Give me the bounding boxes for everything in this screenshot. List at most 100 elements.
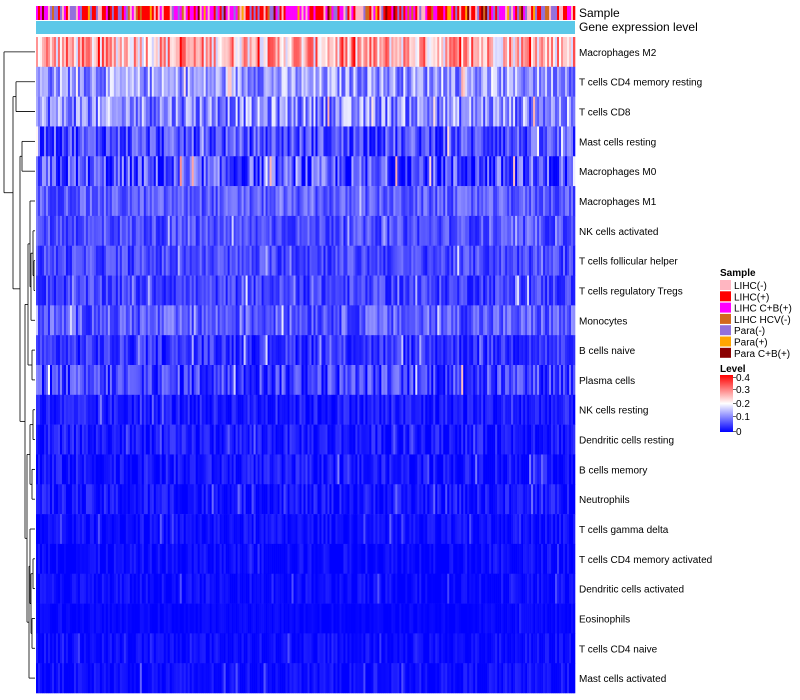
heatmap-cell (337, 424, 340, 455)
heatmap-cell (535, 186, 538, 217)
heatmap-cell (493, 186, 496, 217)
heatmap-cell (371, 365, 374, 396)
heatmap-cell (117, 394, 121, 425)
heatmap-cell (479, 37, 482, 68)
heatmap-cell (393, 484, 396, 515)
heatmap-cell (45, 66, 49, 97)
heatmap-cell (121, 543, 125, 575)
sample-annotation-cell (193, 6, 197, 20)
heatmap-cell (241, 454, 244, 485)
sample-annotation-cell (63, 6, 67, 20)
heatmap-cell (479, 156, 482, 187)
heatmap-cell (265, 514, 268, 545)
heatmap-cell (153, 275, 157, 306)
heatmap-cell (123, 126, 127, 157)
heatmap-cell (331, 484, 334, 515)
heatmap-cell (535, 424, 538, 455)
heatmap-cell (417, 245, 420, 276)
heatmap-cell (53, 245, 57, 276)
heatmap-cell (155, 245, 159, 276)
heatmap-cell (467, 156, 470, 187)
sample-annotation-cell (529, 6, 532, 20)
heatmap-cell (69, 543, 73, 575)
heatmap-cell (217, 245, 220, 276)
heatmap-cell (383, 245, 386, 276)
heatmap-cell (319, 305, 322, 336)
heatmap-cell (171, 156, 175, 187)
heatmap-cell (549, 424, 552, 455)
heatmap-cell (181, 186, 185, 217)
heatmap-cell (537, 156, 540, 187)
heatmap-cell (299, 365, 302, 396)
heatmap-cell (293, 156, 296, 187)
heatmap-cell (513, 96, 516, 127)
heatmap-cell (115, 275, 119, 306)
heatmap-cell (391, 514, 394, 545)
heatmap-cell (349, 215, 352, 247)
heatmap-cell (465, 96, 468, 127)
sample-annotation-cell (435, 6, 438, 20)
heatmap-cell (203, 156, 206, 187)
heatmap-cell (157, 186, 161, 217)
heatmap-cell (289, 454, 292, 485)
heatmap-cell (465, 186, 468, 217)
heatmap-cell (553, 335, 556, 366)
heatmap-cell (135, 275, 139, 306)
heatmap-cell (313, 454, 316, 485)
heatmap-cell (39, 96, 43, 127)
heatmap-cell (495, 514, 498, 545)
heatmap-cell (151, 514, 155, 545)
heatmap-cell (307, 37, 310, 68)
heatmap-cell (255, 394, 258, 425)
heatmap-cell (443, 275, 446, 306)
heatmap-cell (173, 424, 177, 455)
heatmap-cell (169, 275, 173, 306)
heatmap-cell (537, 66, 540, 97)
heatmap-cell (421, 424, 424, 455)
heatmap-cell (91, 394, 95, 425)
heatmap-cell (143, 394, 147, 425)
gene-expression-annotation-bar (36, 21, 575, 34)
heatmap-cell (479, 514, 482, 545)
heatmap-cell (199, 66, 202, 97)
heatmap-cell (129, 484, 133, 515)
heatmap-cell (381, 514, 384, 545)
heatmap-cell (533, 215, 536, 247)
heatmap-cell (37, 275, 41, 306)
heatmap-cell (413, 275, 416, 306)
heatmap-cell (351, 126, 354, 157)
heatmap-cell (291, 335, 294, 366)
heatmap-cell (337, 66, 340, 97)
heatmap-cell (419, 245, 422, 276)
heatmap-cell (36, 543, 39, 575)
heatmap-cell (273, 96, 276, 127)
heatmap-cell (61, 305, 65, 336)
heatmap-cell (495, 394, 498, 425)
heatmap-cell (233, 335, 236, 366)
heatmap-cell (519, 215, 522, 247)
heatmap-cell (291, 37, 294, 68)
heatmap-cell (329, 186, 332, 217)
heatmap-cell (519, 156, 522, 187)
heatmap-cell (463, 394, 466, 425)
sample-annotation-cell (389, 6, 392, 20)
heatmap-cell (525, 215, 528, 247)
heatmap-cell (459, 215, 462, 247)
heatmap-cell (535, 66, 538, 97)
heatmap-cell (231, 424, 234, 455)
heatmap-cell (289, 156, 292, 187)
heatmap-cell (153, 186, 157, 217)
heatmap-cell (353, 335, 356, 366)
heatmap-cell (531, 156, 534, 187)
heatmap-cell (345, 514, 348, 545)
heatmap-cell (231, 66, 234, 97)
heatmap-cell (163, 66, 167, 97)
heatmap-cell (117, 275, 121, 306)
heatmap-cell (433, 394, 436, 425)
heatmap-cell (305, 126, 308, 157)
heatmap-cell (211, 215, 214, 247)
heatmap-cell (57, 126, 61, 157)
heatmap-cell (169, 514, 173, 545)
heatmap-cell (563, 245, 566, 276)
heatmap-cell (279, 37, 282, 68)
